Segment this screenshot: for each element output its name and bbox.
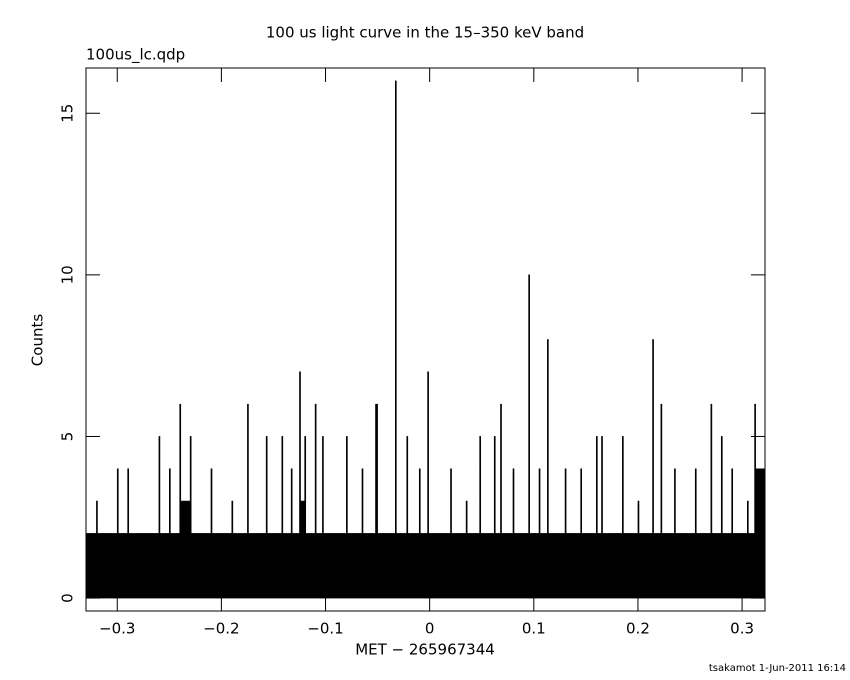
x-tick-label: −0.1 <box>307 620 343 638</box>
y-axis-label: Counts <box>29 314 47 367</box>
chart-title: 100 us light curve in the 15–350 keV ban… <box>266 24 584 42</box>
y-tick-label: 0 <box>59 593 77 603</box>
x-tick-label: −0.3 <box>99 620 135 638</box>
y-tick-label: 15 <box>59 104 77 123</box>
chart-subtitle: 100us_lc.qdp <box>86 46 185 65</box>
x-tick-label: 0.1 <box>522 620 546 638</box>
y-tick-label: 10 <box>59 265 77 284</box>
x-tick-label: −0.2 <box>203 620 239 638</box>
plot-frame <box>85 67 766 612</box>
y-tick-label: 5 <box>59 432 77 442</box>
x-tick-label: 0.3 <box>730 620 754 638</box>
light-curve <box>85 80 766 599</box>
footer: tsakamot 1-Jun-2011 16:14 <box>709 663 846 674</box>
x-tick-label: 0 <box>425 620 435 638</box>
x-tick-label: 0.2 <box>626 620 650 638</box>
x-axis-label: MET − 265967344 <box>355 641 495 659</box>
